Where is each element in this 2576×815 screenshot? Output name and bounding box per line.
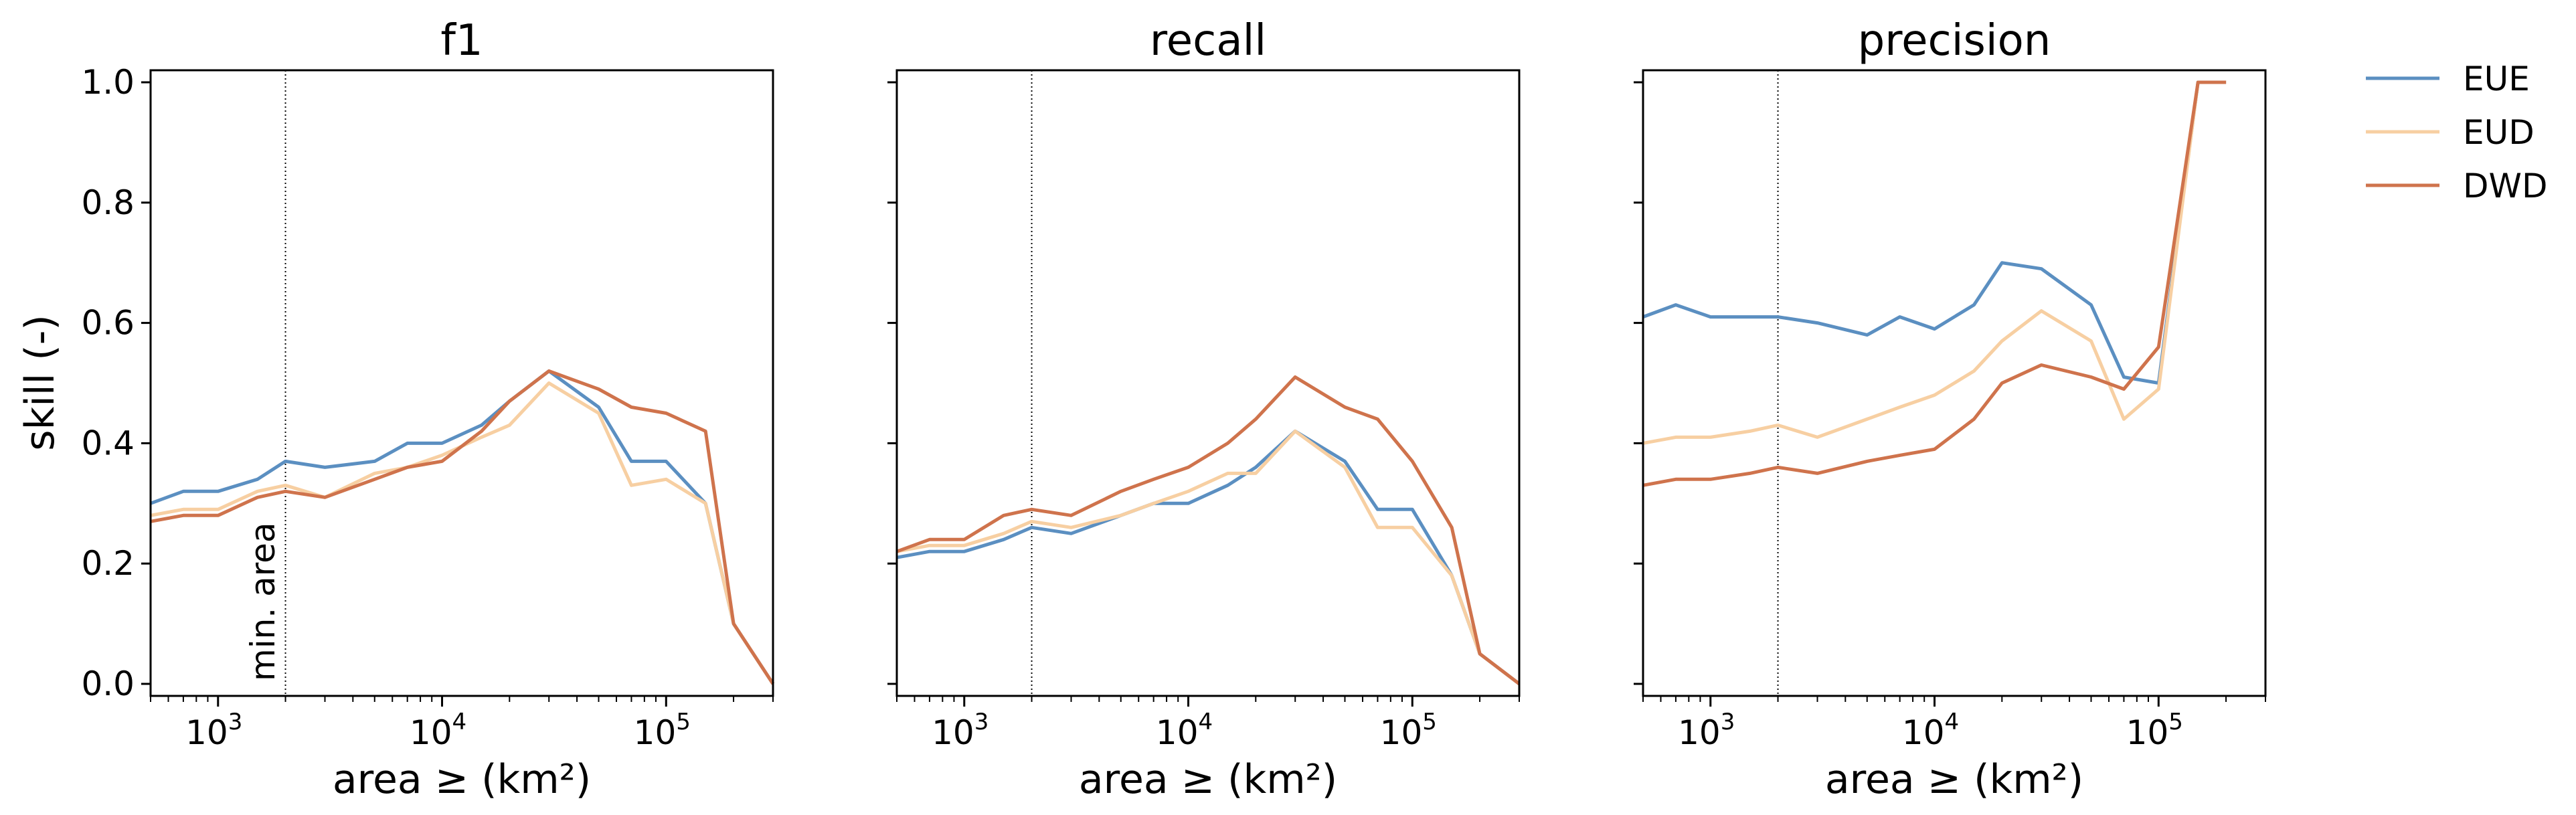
panel-recall-series-dwd (896, 375, 1521, 685)
panel-precision-series (1642, 70, 2227, 696)
panel-recall-series (896, 70, 1521, 696)
min-area-annotation: min. area (244, 522, 282, 681)
xtick-label: 104 (1902, 709, 1959, 752)
ytick-label: 1.0 (81, 63, 135, 102)
panel-f1-frame (149, 69, 774, 697)
ytick-label: 0.6 (81, 304, 135, 343)
ytick-label: 0.8 (81, 183, 135, 222)
xtick-label: 105 (634, 709, 691, 752)
panel-recall-series-eue (896, 429, 1521, 685)
xtick-label: 103 (932, 709, 989, 752)
panel-precision-ticks: 103 104 105 (1634, 81, 2266, 752)
ytick-label: 0.0 (81, 664, 135, 703)
xtick-label: 104 (410, 709, 466, 752)
panel-recall: 103 104 105 recall area ≥ (km²) (887, 16, 1521, 803)
xtick-label: 103 (1678, 709, 1735, 752)
ytick-label: 0.2 (81, 544, 135, 583)
xtick-label: 105 (2126, 709, 2183, 752)
legend-label-eue: EUE (2463, 60, 2530, 98)
xtick-label: 104 (1156, 709, 1213, 752)
legend-item-eue: EUE (2366, 60, 2530, 98)
panel-recall-frame (895, 69, 1521, 697)
panel-f1-ticks: 0.0 0.2 0.4 0.6 0.8 1.0 103 104 105 (81, 63, 774, 752)
panel-precision-xlabel: area ≥ (km²) (1825, 756, 2083, 803)
legend-label-eud: EUD (2463, 113, 2535, 152)
ytick-label: 0.4 (81, 424, 135, 462)
panel-precision-series-dwd (1642, 80, 2227, 487)
panel-precision-series-eud (1642, 80, 2227, 445)
panel-f1-series-eue (150, 369, 775, 685)
legend-item-dwd: DWD (2366, 167, 2547, 205)
panel-f1: 0.0 0.2 0.4 0.6 0.8 1.0 103 104 105 f1 area ≥ (k… (81, 16, 775, 803)
xtick-label: 105 (1380, 709, 1437, 752)
xtick-label: 103 (185, 709, 242, 752)
legend: EUE EUD DWD (2366, 60, 2547, 205)
panel-recall-xlabel: area ≥ (km²) (1079, 756, 1337, 803)
y-axis-label: skill (-) (17, 314, 64, 451)
panel-precision: 103 104 105 precision area ≥ (km²) (1634, 16, 2267, 803)
panel-recall-series-eud (896, 429, 1521, 685)
panel-precision-title: precision (1858, 16, 2051, 66)
legend-item-eud: EUD (2366, 113, 2535, 152)
panel-f1-series-dwd (150, 369, 775, 685)
legend-label-dwd: DWD (2463, 167, 2547, 205)
panel-f1-xlabel: area ≥ (km²) (333, 756, 591, 803)
panel-f1-series (150, 70, 775, 696)
panel-f1-title: f1 (440, 16, 483, 66)
panel-recall-title: recall (1150, 16, 1266, 66)
panel-precision-series-eue (1642, 80, 2227, 385)
panel-recall-ticks: 103 104 105 (887, 81, 1520, 752)
panel-precision-frame (1642, 69, 2267, 697)
